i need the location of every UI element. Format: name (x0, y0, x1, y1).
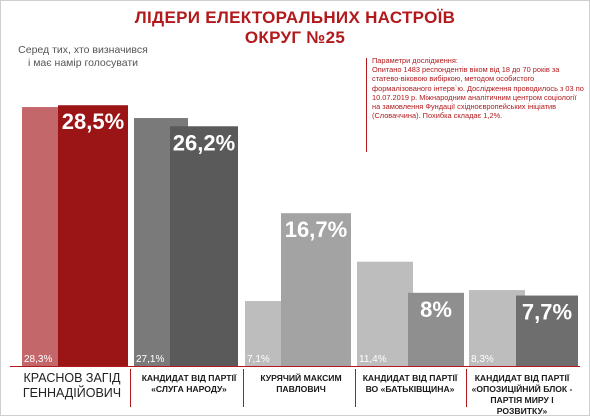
category-label-1: КАНДИДАТ ВІД ПАРТІЇ «СЛУГА НАРОДУ» (134, 373, 244, 395)
category-label-2-line-0: КУРЯЧИЙ МАКСИМ (260, 373, 342, 383)
category-label-4-line-0: КАНДИДАТ ВІД ПАРТІЇ (474, 373, 570, 383)
data-label-series2-0: 28,5% (62, 109, 124, 134)
chart-title-line1: ЛІДЕРИ ЕЛЕКТОРАЛЬНИХ НАСТРОЇВ (134, 8, 456, 27)
data-label-series2-1: 26,2% (173, 130, 235, 155)
category-label-2-line-1: ПАВЛОВИЧ (276, 384, 326, 394)
bar-series1-3 (357, 261, 413, 366)
data-label-series2-3: 8% (420, 297, 452, 322)
data-label-series1-0: 28,3% (24, 354, 52, 365)
category-divider-0 (130, 369, 131, 407)
bar-series2-4 (516, 295, 578, 366)
subtitle-line-1: Серед тих, хто визначився (18, 44, 148, 56)
category-divider-1 (243, 369, 244, 407)
category-label-3-line-1: ВО «БАТЬКІВЩИНА» (365, 384, 455, 394)
category-label-4-line-3: РОЗВИТКУ» (496, 406, 548, 416)
data-label-series1-2: 7,1% (247, 354, 270, 365)
category-label-4-line-1: «ОПОЗИЦІЙНИЙ БЛОК - (471, 384, 573, 394)
data-label-series2-2: 16,7% (285, 217, 347, 242)
category-label-0-line-1: ГЕННАДІЙОВИЧ (22, 386, 122, 400)
category-label-3: КАНДИДАТ ВІД ПАРТІЇ ВО «БАТЬКІВЩИНА» (358, 373, 462, 395)
bar-series2-1 (170, 126, 238, 367)
subtitle-line-2: і має намір голосувати (27, 57, 139, 69)
category-label-0: КРАСНОВ ЗАГІД ГЕННАДІЙОВИЧ (13, 371, 131, 401)
bar-series1-4 (469, 290, 525, 366)
chart-title-line2: ОКРУГ №25 (244, 28, 346, 47)
category-label-0-line-0: КРАСНОВ ЗАГІД (23, 371, 121, 385)
params-body: Опитано 1483 респондентів віком від 18 д… (372, 65, 584, 121)
bar-series2-0 (58, 105, 128, 366)
bar-series2-3 (408, 292, 464, 366)
data-label-series2-4: 7,7% (522, 300, 572, 325)
research-parameters: Параметри дослідження: Опитано 1483 респ… (372, 56, 584, 120)
data-label-series1-1: 27,1% (136, 354, 164, 365)
category-label-1-line-1: «СЛУГА НАРОДУ» (151, 384, 227, 394)
bar-series2-2 (281, 213, 351, 366)
data-label-series1-3: 11,4% (359, 354, 387, 365)
category-label-3-line-0: КАНДИДАТ ВІД ПАРТІЇ (362, 373, 458, 383)
category-label-1-line-0: КАНДИДАТ ВІД ПАРТІЇ (141, 373, 237, 383)
params-accent-bar (366, 58, 367, 152)
params-heading: Параметри дослідження: (372, 56, 458, 65)
data-label-series1-4: 8,3% (471, 354, 494, 365)
chart-baseline (10, 366, 580, 367)
category-label-4: КАНДИДАТ ВІД ПАРТІЇ «ОПОЗИЦІЙНИЙ БЛОК - ПА… (468, 373, 576, 417)
category-divider-2 (355, 369, 356, 407)
category-label-4-line-2: ПАРТІЯ МИРУ І (490, 395, 554, 405)
category-label-2: КУРЯЧИЙ МАКСИМ ПАВЛОВИЧ (249, 373, 353, 395)
category-divider-3 (466, 369, 467, 407)
chart-subtitle: Серед тих, хто визначився і має намір го… (8, 44, 158, 70)
